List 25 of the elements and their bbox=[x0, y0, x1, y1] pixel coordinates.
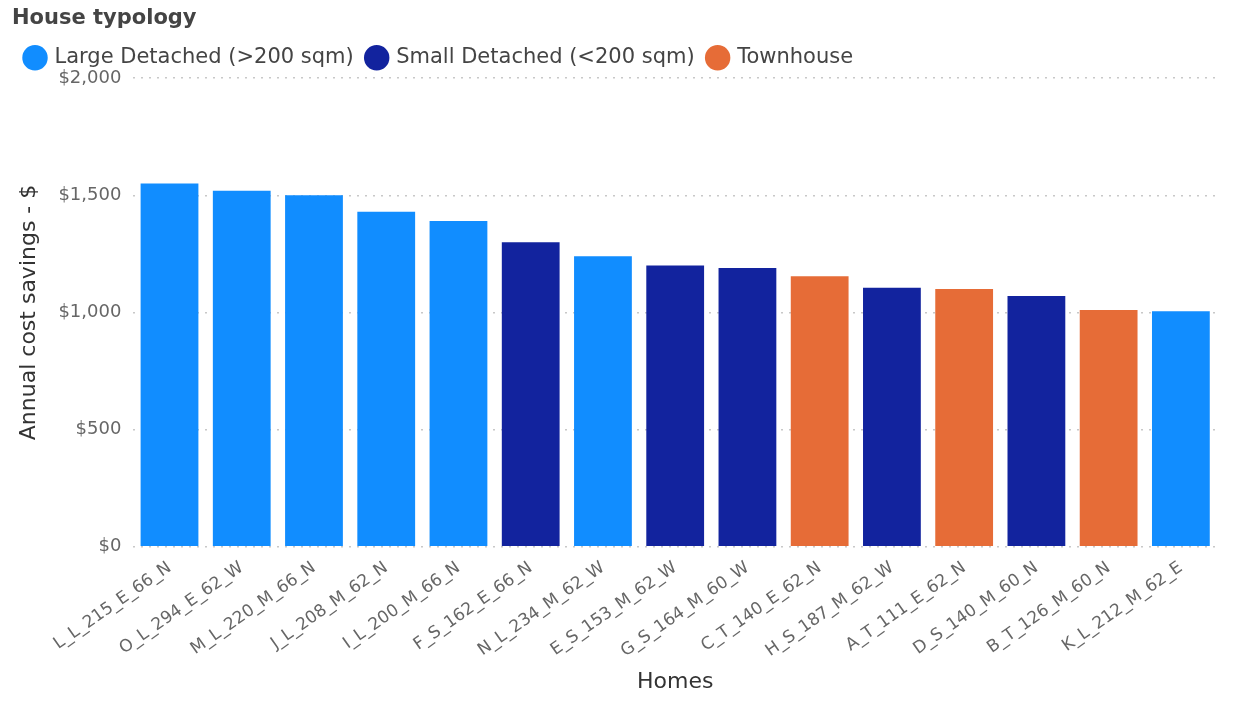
bar bbox=[935, 289, 994, 546]
y-tick-label: $0 bbox=[98, 534, 122, 556]
bar bbox=[429, 221, 488, 546]
legend-label: Small Detached (<200 sqm) bbox=[396, 44, 695, 69]
bar bbox=[863, 287, 921, 546]
legend-label: Large Detached (>200 sqm) bbox=[54, 44, 354, 69]
y-axis-title: Annual cost savings - $ bbox=[14, 184, 40, 441]
bar bbox=[790, 276, 849, 546]
bar bbox=[140, 183, 199, 546]
bar bbox=[1079, 310, 1138, 546]
bar bbox=[212, 190, 271, 546]
bar bbox=[357, 211, 416, 546]
bar bbox=[1151, 311, 1210, 546]
x-axis-title: Homes bbox=[636, 667, 714, 693]
legend-label: Townhouse bbox=[736, 44, 854, 69]
legend-title: House typology bbox=[12, 4, 197, 29]
bar bbox=[574, 256, 632, 546]
bar bbox=[501, 242, 560, 546]
bar bbox=[646, 265, 705, 546]
y-tick-label: $1,500 bbox=[58, 183, 122, 204]
bar bbox=[1007, 296, 1066, 546]
y-tick-label: $500 bbox=[75, 417, 122, 439]
bar bbox=[718, 267, 777, 546]
y-tick-label: $1,000 bbox=[58, 300, 122, 322]
bar bbox=[285, 195, 343, 546]
